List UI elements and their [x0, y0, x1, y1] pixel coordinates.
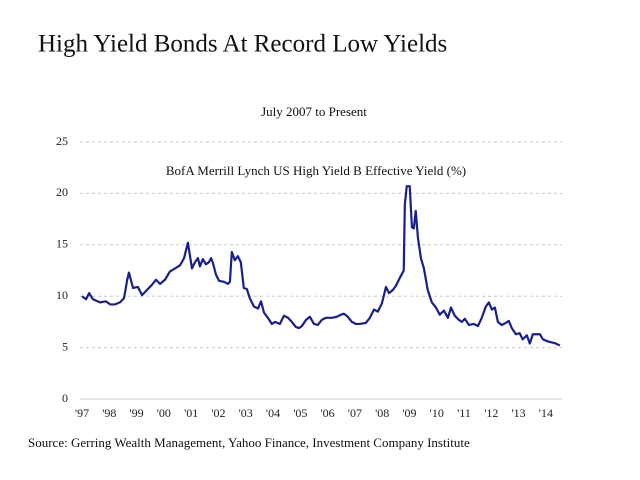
- x-tick-label: '09: [402, 406, 416, 420]
- x-tick-label: '11: [457, 406, 471, 420]
- data-line: [81, 185, 561, 347]
- chart-subtitle: July 2007 to Present: [261, 104, 367, 119]
- chart-title: High Yield Bonds At Record Low Yields: [38, 31, 447, 58]
- x-tick-label: '04: [266, 406, 280, 420]
- x-tick-label: '06: [321, 406, 335, 420]
- y-tick-label: 5: [62, 339, 68, 353]
- x-tick-label: '05: [293, 406, 307, 420]
- x-tick-label: '01: [184, 406, 198, 420]
- y-tick-label: 20: [56, 185, 68, 199]
- x-tick-label: '12: [484, 406, 498, 420]
- x-tick-label: '00: [157, 406, 171, 420]
- series-label: BofA Merrill Lynch US High Yield B Effec…: [166, 163, 466, 178]
- y-tick-label: 0: [62, 391, 68, 405]
- x-tick-label: '14: [539, 406, 553, 420]
- x-tick-label: '03: [239, 406, 253, 420]
- x-tick-label: '99: [129, 406, 143, 420]
- x-tick-label: '02: [211, 406, 225, 420]
- x-tick-label: '13: [512, 406, 526, 420]
- source-note: Source: Gerring Wealth Management, Yahoo…: [28, 435, 470, 450]
- x-tick-label: '98: [102, 406, 116, 420]
- x-tick-label: '97: [75, 406, 89, 420]
- y-tick-label: 10: [56, 288, 68, 302]
- x-tick-label: '08: [375, 406, 389, 420]
- x-tick-label: '10: [430, 406, 444, 420]
- y-tick-label: 25: [56, 134, 68, 148]
- y-tick-label: 15: [56, 237, 68, 251]
- x-tick-label: '07: [348, 406, 362, 420]
